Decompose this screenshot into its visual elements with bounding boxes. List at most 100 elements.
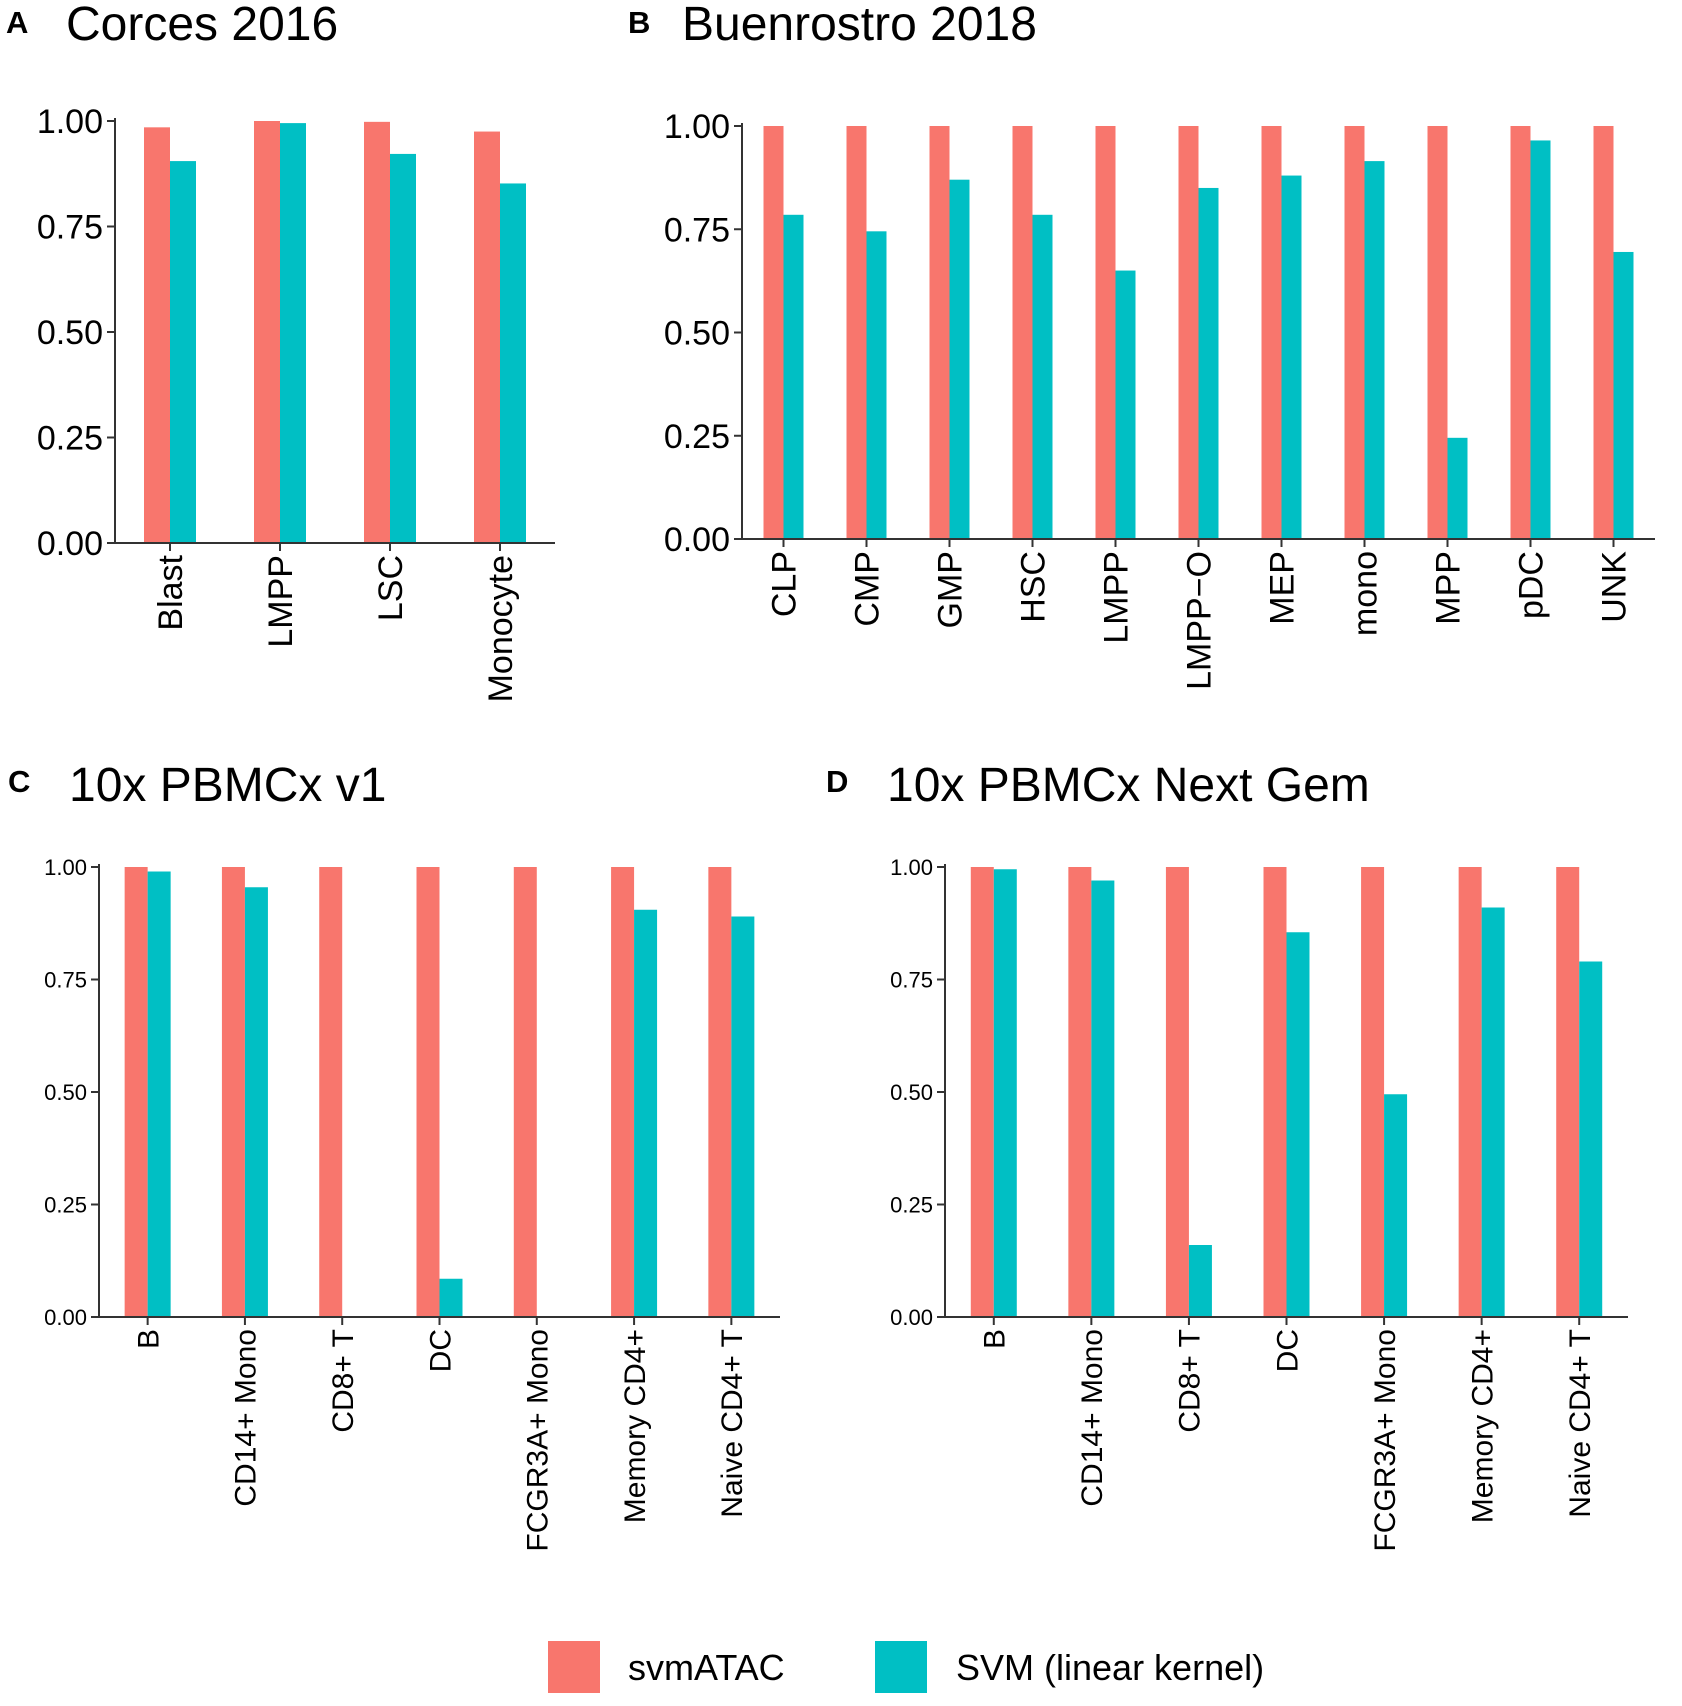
bar-c-memory-cd4-svm [634, 909, 658, 1317]
x-tick-label-c-naive-cd4-t: Naive CD4+ T [716, 1329, 749, 1518]
x-tick-label-a-monocyte: Monocyte [482, 555, 520, 702]
x-tick-label-d-b: B [979, 1329, 1012, 1349]
y-tick-label-c-3: 0.75 [44, 967, 87, 992]
x-tick-label-c-fcgr3a-mono: FCGR3A+ Mono [522, 1329, 555, 1552]
bar-c-fcgr3a-mono-svmatac [513, 867, 537, 1317]
x-tick-label-d-cd8-t: CD8+ T [1174, 1329, 1207, 1433]
y-tick-label-a-1: 0.25 [37, 420, 103, 458]
bar-b-hsc-svm [1032, 214, 1053, 540]
bar-b-pdc-svm [1530, 140, 1551, 539]
x-tick-label-b-mep: MEP [1264, 551, 1302, 625]
bar-c-memory-cd4-svmatac [611, 867, 635, 1317]
bar-b-mpp-svm [1447, 437, 1468, 539]
panel-title-b: Buenrostro 2018 [682, 0, 1037, 51]
x-tick-label-b-mono: mono [1347, 551, 1385, 636]
x-tick-label-b-lmpp: LMPP [1098, 551, 1136, 644]
x-tick-label-b-unk: UNK [1596, 551, 1634, 623]
bar-b-clp-svmatac [763, 126, 784, 539]
bar-b-mono-svmatac [1344, 126, 1365, 539]
bar-d-naive-cd4-t-svmatac [1556, 867, 1580, 1317]
x-tick-label-b-clp: CLP [766, 551, 804, 617]
bar-a-lsc-svm [390, 153, 416, 543]
x-tick-label-a-lsc: LSC [372, 555, 410, 621]
bar-b-gmp-svm [949, 179, 970, 539]
y-tick-label-d-3: 0.75 [890, 967, 933, 992]
bar-d-dc-svm [1286, 932, 1310, 1317]
y-tick-label-b-3: 0.75 [664, 211, 730, 249]
x-tick-label-b-lmpp-o: LMPP−O [1181, 551, 1219, 690]
legend-label-svm: SVM (linear kernel) [956, 1647, 1264, 1688]
legend: svmATAC SVM (linear kernel) [548, 1641, 1264, 1693]
panel-letter-d: D [826, 764, 848, 799]
y-tick-label-a-0: 0.00 [37, 525, 103, 563]
panel-title-c: 10x PBMCx v1 [69, 759, 386, 812]
bar-a-monocyte-svm [500, 183, 526, 543]
bar-a-blast-svmatac [144, 127, 170, 543]
x-tick-label-d-naive-cd4-t: Naive CD4+ T [1564, 1329, 1597, 1518]
y-tick-label-b-4: 1.00 [664, 108, 730, 146]
bar-d-dc-svmatac [1263, 867, 1287, 1317]
legend-label-svmatac: svmATAC [628, 1647, 785, 1688]
bar-c-dc-svm [439, 1278, 463, 1317]
x-tick-label-d-dc: DC [1271, 1329, 1304, 1372]
x-tick-label-b-pdc: pDC [1513, 551, 1551, 619]
y-tick-label-c-0: 0.00 [44, 1305, 87, 1330]
y-tick-label-d-0: 0.00 [890, 1305, 933, 1330]
bar-d-memory-cd4-svmatac [1458, 867, 1482, 1317]
bar-c-cd14-mono-svm [244, 887, 268, 1317]
panel-title-a: Corces 2016 [66, 0, 338, 51]
x-tick-label-a-blast: Blast [152, 554, 190, 630]
bar-d-fcgr3a-mono-svm [1384, 1094, 1408, 1317]
bar-d-fcgr3a-mono-svmatac [1361, 867, 1385, 1317]
x-tick-label-b-hsc: HSC [1015, 551, 1053, 623]
x-tick-label-c-dc: DC [424, 1329, 457, 1372]
y-tick-label-d-1: 0.25 [890, 1192, 933, 1217]
bar-d-cd8-t-svm [1188, 1245, 1212, 1317]
bar-b-lmpp-o-svm [1198, 187, 1219, 539]
bar-a-monocyte-svmatac [474, 131, 500, 544]
y-tick-label-b-1: 0.25 [664, 418, 730, 456]
bar-d-cd14-mono-svm [1091, 880, 1115, 1317]
bar-c-b-svm [147, 871, 171, 1317]
panel-c: C 10x PBMCx v1 B CD14+ Mono CD8+ T DC FCGR3A+ … [8, 759, 780, 1552]
y-tick-label-c-1: 0.25 [44, 1192, 87, 1217]
bar-b-cmp-svm [866, 231, 887, 539]
legend-swatch-svmatac [548, 1641, 600, 1693]
bar-b-unk-svm [1613, 251, 1634, 539]
x-tick-label-c-cd8-t: CD8+ T [327, 1329, 360, 1433]
bar-c-b-svmatac [124, 867, 148, 1317]
x-tick-label-b-gmp: GMP [932, 551, 970, 628]
x-tick-label-a-lmpp: LMPP [262, 555, 300, 648]
bar-b-gmp-svmatac [929, 126, 950, 539]
bar-d-b-svmatac [970, 867, 994, 1317]
x-tick-label-c-memory-cd4: Memory CD4+ [619, 1329, 652, 1523]
y-tick-label-d-2: 0.50 [890, 1080, 933, 1105]
y-tick-label-a-2: 0.50 [37, 314, 103, 352]
bar-b-cmp-svmatac [846, 126, 867, 539]
bar-b-mono-svm [1364, 161, 1385, 540]
panel-d: D 10x PBMCx Next Gem B CD14+ Mono CD8+ T DC FC… [826, 759, 1628, 1552]
y-tick-label-b-2: 0.50 [664, 315, 730, 353]
bar-b-hsc-svmatac [1012, 126, 1033, 539]
bar-d-memory-cd4-svm [1481, 907, 1505, 1317]
y-tick-label-c-2: 0.50 [44, 1080, 87, 1105]
bar-b-lmpp-o-svmatac [1178, 126, 1199, 539]
panel-letter-a: A [6, 5, 28, 40]
x-tick-label-c-b: B [132, 1329, 165, 1349]
bar-c-dc-svmatac [416, 867, 440, 1317]
bar-d-cd8-t-svmatac [1165, 867, 1189, 1317]
bar-b-lmpp-svm [1115, 270, 1136, 539]
bar-b-unk-svmatac [1593, 126, 1614, 539]
panel-a: A Corces 2016 Blast LMPP LSC Monocyte 0.00 0.25… [6, 0, 555, 702]
legend-swatch-svm [875, 1641, 927, 1693]
bar-a-lmpp-svmatac [254, 121, 280, 543]
bar-d-naive-cd4-t-svm [1579, 961, 1603, 1317]
y-tick-label-a-4: 1.00 [37, 103, 103, 141]
bar-d-b-svm [993, 869, 1017, 1317]
bar-a-lsc-svmatac [364, 121, 390, 544]
x-tick-label-d-cd14-mono: CD14+ Mono [1076, 1329, 1109, 1507]
panel-title-d: 10x PBMCx Next Gem [887, 759, 1370, 812]
bar-c-naive-cd4-t-svm [731, 916, 755, 1317]
bar-b-lmpp-svmatac [1095, 126, 1116, 539]
